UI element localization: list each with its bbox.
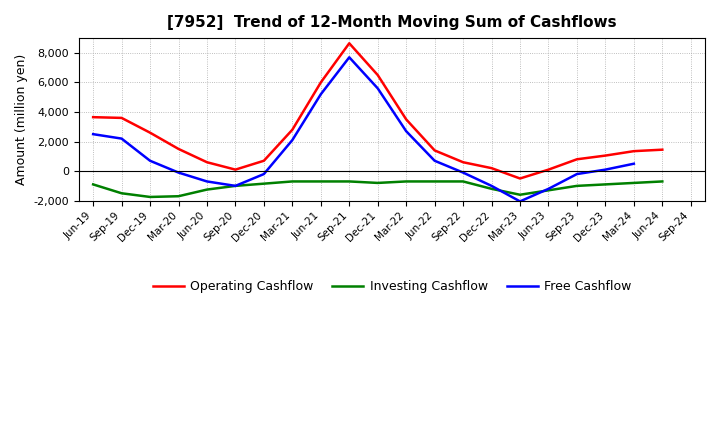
Investing Cashflow [658, 179, 667, 184]
Operating Cashflow [288, 127, 297, 132]
Operating Cashflow [544, 167, 553, 172]
Free Cashflow [431, 158, 439, 163]
Free Cashflow [572, 172, 581, 177]
Operating Cashflow [572, 157, 581, 162]
Investing Cashflow [459, 179, 467, 184]
Free Cashflow [374, 86, 382, 91]
Operating Cashflow [459, 160, 467, 165]
Free Cashflow [345, 55, 354, 60]
Investing Cashflow [317, 179, 325, 184]
Free Cashflow [89, 132, 97, 137]
Operating Cashflow [231, 167, 240, 172]
Line: Operating Cashflow: Operating Cashflow [93, 43, 662, 179]
Free Cashflow [231, 183, 240, 188]
Investing Cashflow [202, 187, 211, 192]
Line: Investing Cashflow: Investing Cashflow [93, 181, 662, 197]
Free Cashflow [260, 172, 269, 177]
Free Cashflow [202, 179, 211, 184]
Investing Cashflow [117, 191, 126, 196]
Title: [7952]  Trend of 12-Month Moving Sum of Cashflows: [7952] Trend of 12-Month Moving Sum of C… [167, 15, 617, 30]
Investing Cashflow [89, 182, 97, 187]
Investing Cashflow [572, 183, 581, 188]
Y-axis label: Amount (million yen): Amount (million yen) [15, 54, 28, 185]
Free Cashflow [601, 167, 610, 172]
Free Cashflow [117, 136, 126, 141]
Investing Cashflow [231, 183, 240, 188]
Free Cashflow [516, 199, 524, 204]
Investing Cashflow [288, 179, 297, 184]
Free Cashflow [544, 186, 553, 191]
Investing Cashflow [544, 188, 553, 193]
Operating Cashflow [317, 80, 325, 85]
Operating Cashflow [516, 176, 524, 181]
Operating Cashflow [89, 114, 97, 120]
Operating Cashflow [260, 158, 269, 163]
Operating Cashflow [145, 130, 154, 136]
Investing Cashflow [374, 180, 382, 186]
Investing Cashflow [260, 181, 269, 186]
Free Cashflow [629, 161, 638, 166]
Legend: Operating Cashflow, Investing Cashflow, Free Cashflow: Operating Cashflow, Investing Cashflow, … [148, 275, 636, 298]
Investing Cashflow [402, 179, 410, 184]
Investing Cashflow [487, 186, 496, 191]
Operating Cashflow [658, 147, 667, 152]
Free Cashflow [459, 170, 467, 175]
Investing Cashflow [601, 182, 610, 187]
Operating Cashflow [487, 165, 496, 171]
Investing Cashflow [629, 180, 638, 186]
Line: Free Cashflow: Free Cashflow [93, 57, 634, 202]
Free Cashflow [317, 92, 325, 97]
Free Cashflow [174, 170, 183, 175]
Operating Cashflow [202, 160, 211, 165]
Operating Cashflow [174, 146, 183, 151]
Investing Cashflow [174, 194, 183, 199]
Operating Cashflow [345, 40, 354, 46]
Free Cashflow [288, 137, 297, 143]
Operating Cashflow [629, 149, 638, 154]
Operating Cashflow [402, 117, 410, 122]
Operating Cashflow [117, 115, 126, 121]
Free Cashflow [487, 183, 496, 188]
Operating Cashflow [601, 153, 610, 158]
Investing Cashflow [516, 192, 524, 198]
Investing Cashflow [145, 194, 154, 200]
Investing Cashflow [345, 179, 354, 184]
Operating Cashflow [374, 73, 382, 78]
Operating Cashflow [431, 148, 439, 153]
Free Cashflow [145, 158, 154, 163]
Free Cashflow [402, 128, 410, 134]
Investing Cashflow [431, 179, 439, 184]
